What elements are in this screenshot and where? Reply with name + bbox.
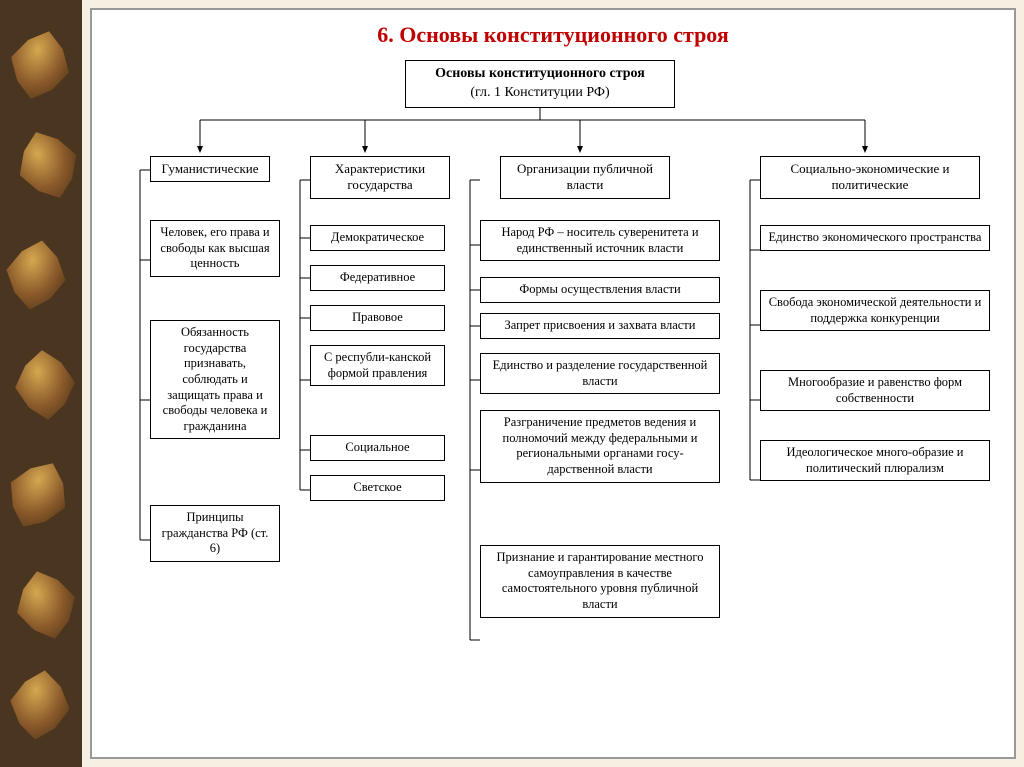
category-0: Гуманистические [150, 156, 270, 182]
col3-item1: Свобода экономической деятельности и под… [760, 290, 990, 331]
root-node: Основы конституционного строя (гл. 1 Кон… [405, 60, 675, 108]
category-3: Социально-экономические и политические [760, 156, 980, 199]
slide-area: 6. Основы конституционного строя [82, 0, 1024, 767]
col3-item0: Единство экономического пространства [760, 225, 990, 251]
col0-item0: Человек, его права и свободы как высшая … [150, 220, 280, 277]
category-1: Характеристики государства [310, 156, 450, 199]
col0-item2: Принципы гражданства РФ (ст. 6) [150, 505, 280, 562]
col1-item4: Социальное [310, 435, 445, 461]
col0-item1: Обязанность государства признавать, собл… [150, 320, 280, 439]
col1-item3: С республи-канской формой правления [310, 345, 445, 386]
col1-item0: Демократическое [310, 225, 445, 251]
col1-item5: Светское [310, 475, 445, 501]
col2-item4: Разграничение предметов ведения и полном… [480, 410, 720, 483]
col2-item1: Формы осуществления власти [480, 277, 720, 303]
slide-frame: 6. Основы конституционного строя [90, 8, 1016, 759]
presentation-sidebar [0, 0, 82, 767]
col2-item3: Единство и разделение государственной вл… [480, 353, 720, 394]
col3-item2: Многообразие и равенство форм собственно… [760, 370, 990, 411]
root-line1: Основы конституционного строя [435, 66, 645, 81]
col1-item2: Правовое [310, 305, 445, 331]
col2-item0: Народ РФ – носитель суверенитета и единс… [480, 220, 720, 261]
col2-item5: Признание и гарантирование местного само… [480, 545, 720, 618]
slide-title: 6. Основы конституционного строя [100, 22, 1006, 48]
col2-item2: Запрет присвоения и захвата власти [480, 313, 720, 339]
col3-item3: Идеологическое много-образие и политичес… [760, 440, 990, 481]
root-line2: (гл. 1 Конституции РФ) [470, 85, 609, 100]
category-2: Организации публичной власти [500, 156, 670, 199]
diagram: Основы конституционного строя (гл. 1 Кон… [100, 60, 1006, 740]
col1-item1: Федеративное [310, 265, 445, 291]
